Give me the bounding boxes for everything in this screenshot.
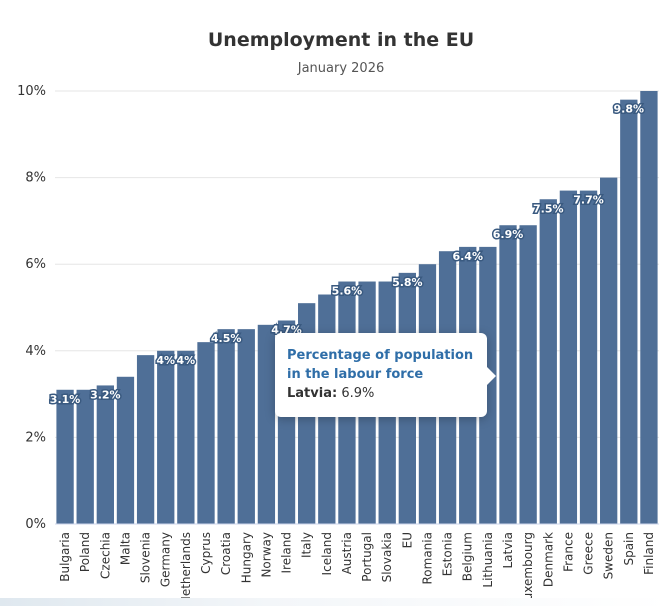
bar-czechia[interactable] xyxy=(96,385,114,524)
bar-luxembourg[interactable] xyxy=(519,225,537,525)
x-tick-label: Germany xyxy=(159,532,173,587)
y-axis-ticks: 0% 2% 4% 6% 8% 10% xyxy=(17,84,46,532)
x-tick-label: Luxembourg xyxy=(521,532,535,606)
tooltip-header: Percentage of population in the labour f… xyxy=(287,348,474,382)
bar-germany[interactable] xyxy=(157,350,175,524)
bar-malta[interactable] xyxy=(116,376,135,524)
y-tick-label: 4% xyxy=(25,344,46,359)
x-tick-label: Poland xyxy=(78,532,92,572)
data-label: 4% xyxy=(156,354,175,367)
bottom-strip xyxy=(0,598,669,606)
data-label: 7.5% xyxy=(533,202,564,215)
bar-france[interactable] xyxy=(559,190,578,524)
bar-lithuania[interactable] xyxy=(479,246,497,524)
x-tick-label: France xyxy=(561,532,575,572)
x-tick-label: Hungary xyxy=(239,532,253,583)
bar-poland[interactable] xyxy=(76,389,94,524)
y-tick-label: 6% xyxy=(25,257,46,272)
data-label: 6.9% xyxy=(493,228,524,241)
data-labels: 3.1% 3.2%4% 4%4.5%4.7%5.6%5.8%6.4%6.9%7.5%… xyxy=(48,101,645,407)
x-tick-label: Malta xyxy=(118,532,132,565)
x-tick-label: Bulgaria xyxy=(58,532,72,582)
y-tick-label: 8% xyxy=(25,171,46,186)
data-label: 4.5% xyxy=(211,332,242,345)
x-tick-label: Greece xyxy=(582,532,596,575)
x-tick-label: Slovakia xyxy=(380,532,394,582)
y-tick-label: 2% xyxy=(25,430,46,445)
tooltip-body: Latvia: 6.9% xyxy=(287,386,475,401)
data-label: 3.2% xyxy=(90,388,121,401)
bar-sweden[interactable] xyxy=(600,177,618,524)
x-tick-label: Italy xyxy=(300,532,314,558)
bars xyxy=(56,91,658,525)
y-tick-label: 10% xyxy=(17,84,46,99)
bar-hungary[interactable] xyxy=(237,329,255,524)
bar-denmark[interactable] xyxy=(539,199,557,524)
x-tick-label: Denmark xyxy=(541,532,555,587)
tooltip-value: 6.9% xyxy=(341,386,375,401)
x-tick-label: EU xyxy=(400,532,414,548)
x-tick-label: Portugal xyxy=(360,532,374,582)
x-tick-label: Cyprus xyxy=(199,532,213,574)
chart-subtitle: January 2026 xyxy=(297,61,385,76)
data-label: 4% xyxy=(177,354,196,367)
data-label: 5.6% xyxy=(332,285,363,298)
bar-finland[interactable] xyxy=(640,91,658,524)
x-tick-label: Latvia xyxy=(501,532,515,569)
bar-cyprus[interactable] xyxy=(197,342,215,524)
x-tick-label: Austria xyxy=(340,532,354,574)
bar-croatia[interactable] xyxy=(217,329,235,524)
data-label: 3.1% xyxy=(50,393,81,406)
x-tick-label: Norway xyxy=(259,532,273,578)
tooltip: Percentage of population in the labour f… xyxy=(275,333,496,417)
x-tick-label: Romania xyxy=(420,532,434,584)
data-label: 5.8% xyxy=(392,276,423,289)
bar-latvia[interactable] xyxy=(499,225,517,525)
gridlines xyxy=(55,90,659,438)
x-tick-label: Ireland xyxy=(280,532,294,574)
bar-greece[interactable] xyxy=(579,190,598,524)
data-label: 7.7% xyxy=(573,194,604,207)
x-tick-label: Spain xyxy=(622,532,636,566)
y-tick-label: 0% xyxy=(25,517,46,532)
x-tick-label: Sweden xyxy=(602,532,616,579)
x-tick-label: Estonia xyxy=(441,532,455,576)
x-tick-label: Croatia xyxy=(219,532,233,575)
x-tick-label: Finland xyxy=(642,532,656,575)
x-tick-label: Lithuania xyxy=(481,532,495,588)
bar-slovenia[interactable] xyxy=(136,355,155,524)
chart-title: Unemployment in the EU xyxy=(208,29,474,51)
x-axis-ticks: Bulgaria Poland Czechia Malta Slovenia German… xyxy=(58,532,656,606)
bar-spain[interactable] xyxy=(620,99,638,524)
bar-norway[interactable] xyxy=(257,324,276,524)
x-tick-label: Iceland xyxy=(320,532,334,575)
x-tick-label: Slovenia xyxy=(139,532,153,583)
data-label: 6.4% xyxy=(452,250,483,263)
x-tick-label: Czechia xyxy=(98,532,112,579)
x-tick-label: Belgium xyxy=(461,532,475,581)
x-tick-label: Netherlands xyxy=(179,532,193,605)
bar-netherlands[interactable] xyxy=(177,350,195,524)
tooltip-label: Latvia: xyxy=(287,386,338,401)
bar-bulgaria[interactable] xyxy=(56,389,74,524)
data-label: 9.8% xyxy=(614,103,645,116)
